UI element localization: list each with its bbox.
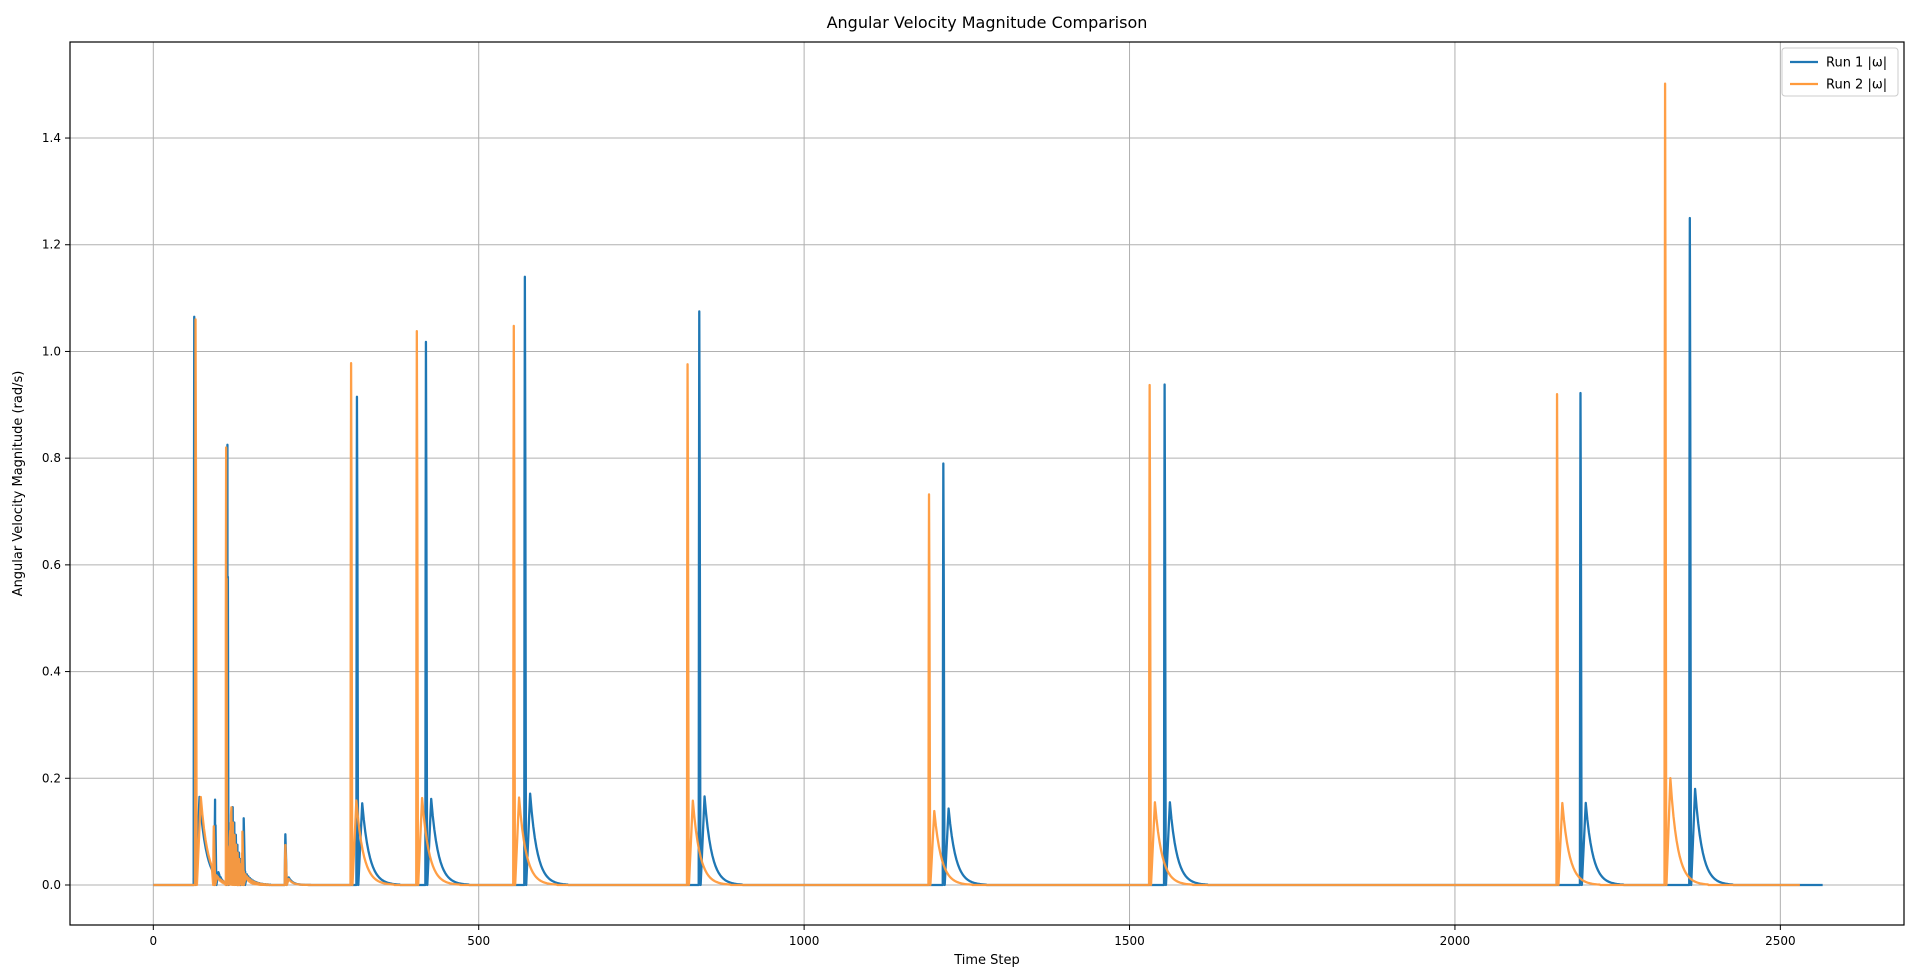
- x-axis-label: Time Step: [953, 953, 1020, 967]
- x-tick-label: 500: [467, 934, 490, 948]
- x-tick-label: 2500: [1765, 934, 1796, 948]
- x-tick-label: 1500: [1114, 934, 1145, 948]
- x-tick-label: 2000: [1440, 934, 1471, 948]
- legend-label: Run 1 |ω|: [1826, 56, 1887, 71]
- y-tick-label: 0.8: [42, 451, 61, 465]
- y-tick-label: 1.4: [42, 131, 61, 145]
- legend-label: Run 2 |ω|: [1826, 78, 1887, 93]
- y-tick-label: 0.0: [42, 878, 61, 892]
- series-line-run-2: [153, 82, 1800, 887]
- x-tick-label: 0: [149, 934, 157, 948]
- y-axis-label: Angular Velocity Magnitude (rad/s): [11, 371, 26, 597]
- y-tick-label: 0.4: [42, 665, 61, 679]
- y-tick-label: 0.6: [42, 558, 61, 572]
- y-tick-label: 0.2: [42, 771, 61, 785]
- axis-ticks: 0 500 1000 1500 2000 2500 0.0 0.2 0.4 0.6 0.8 1.0 1.…: [42, 131, 1796, 948]
- plot-frame: [69, 41, 1905, 926]
- series-layer: [153, 82, 1823, 887]
- x-tick-label: 1000: [789, 934, 820, 948]
- y-tick-label: 1.0: [42, 344, 61, 358]
- y-tick-label: 1.2: [42, 238, 61, 252]
- grid: [70, 42, 1904, 925]
- chart-title: Angular Velocity Magnitude Comparison: [827, 13, 1148, 32]
- legend: Run 1 |ω| Run 2 |ω|: [1781, 47, 1899, 97]
